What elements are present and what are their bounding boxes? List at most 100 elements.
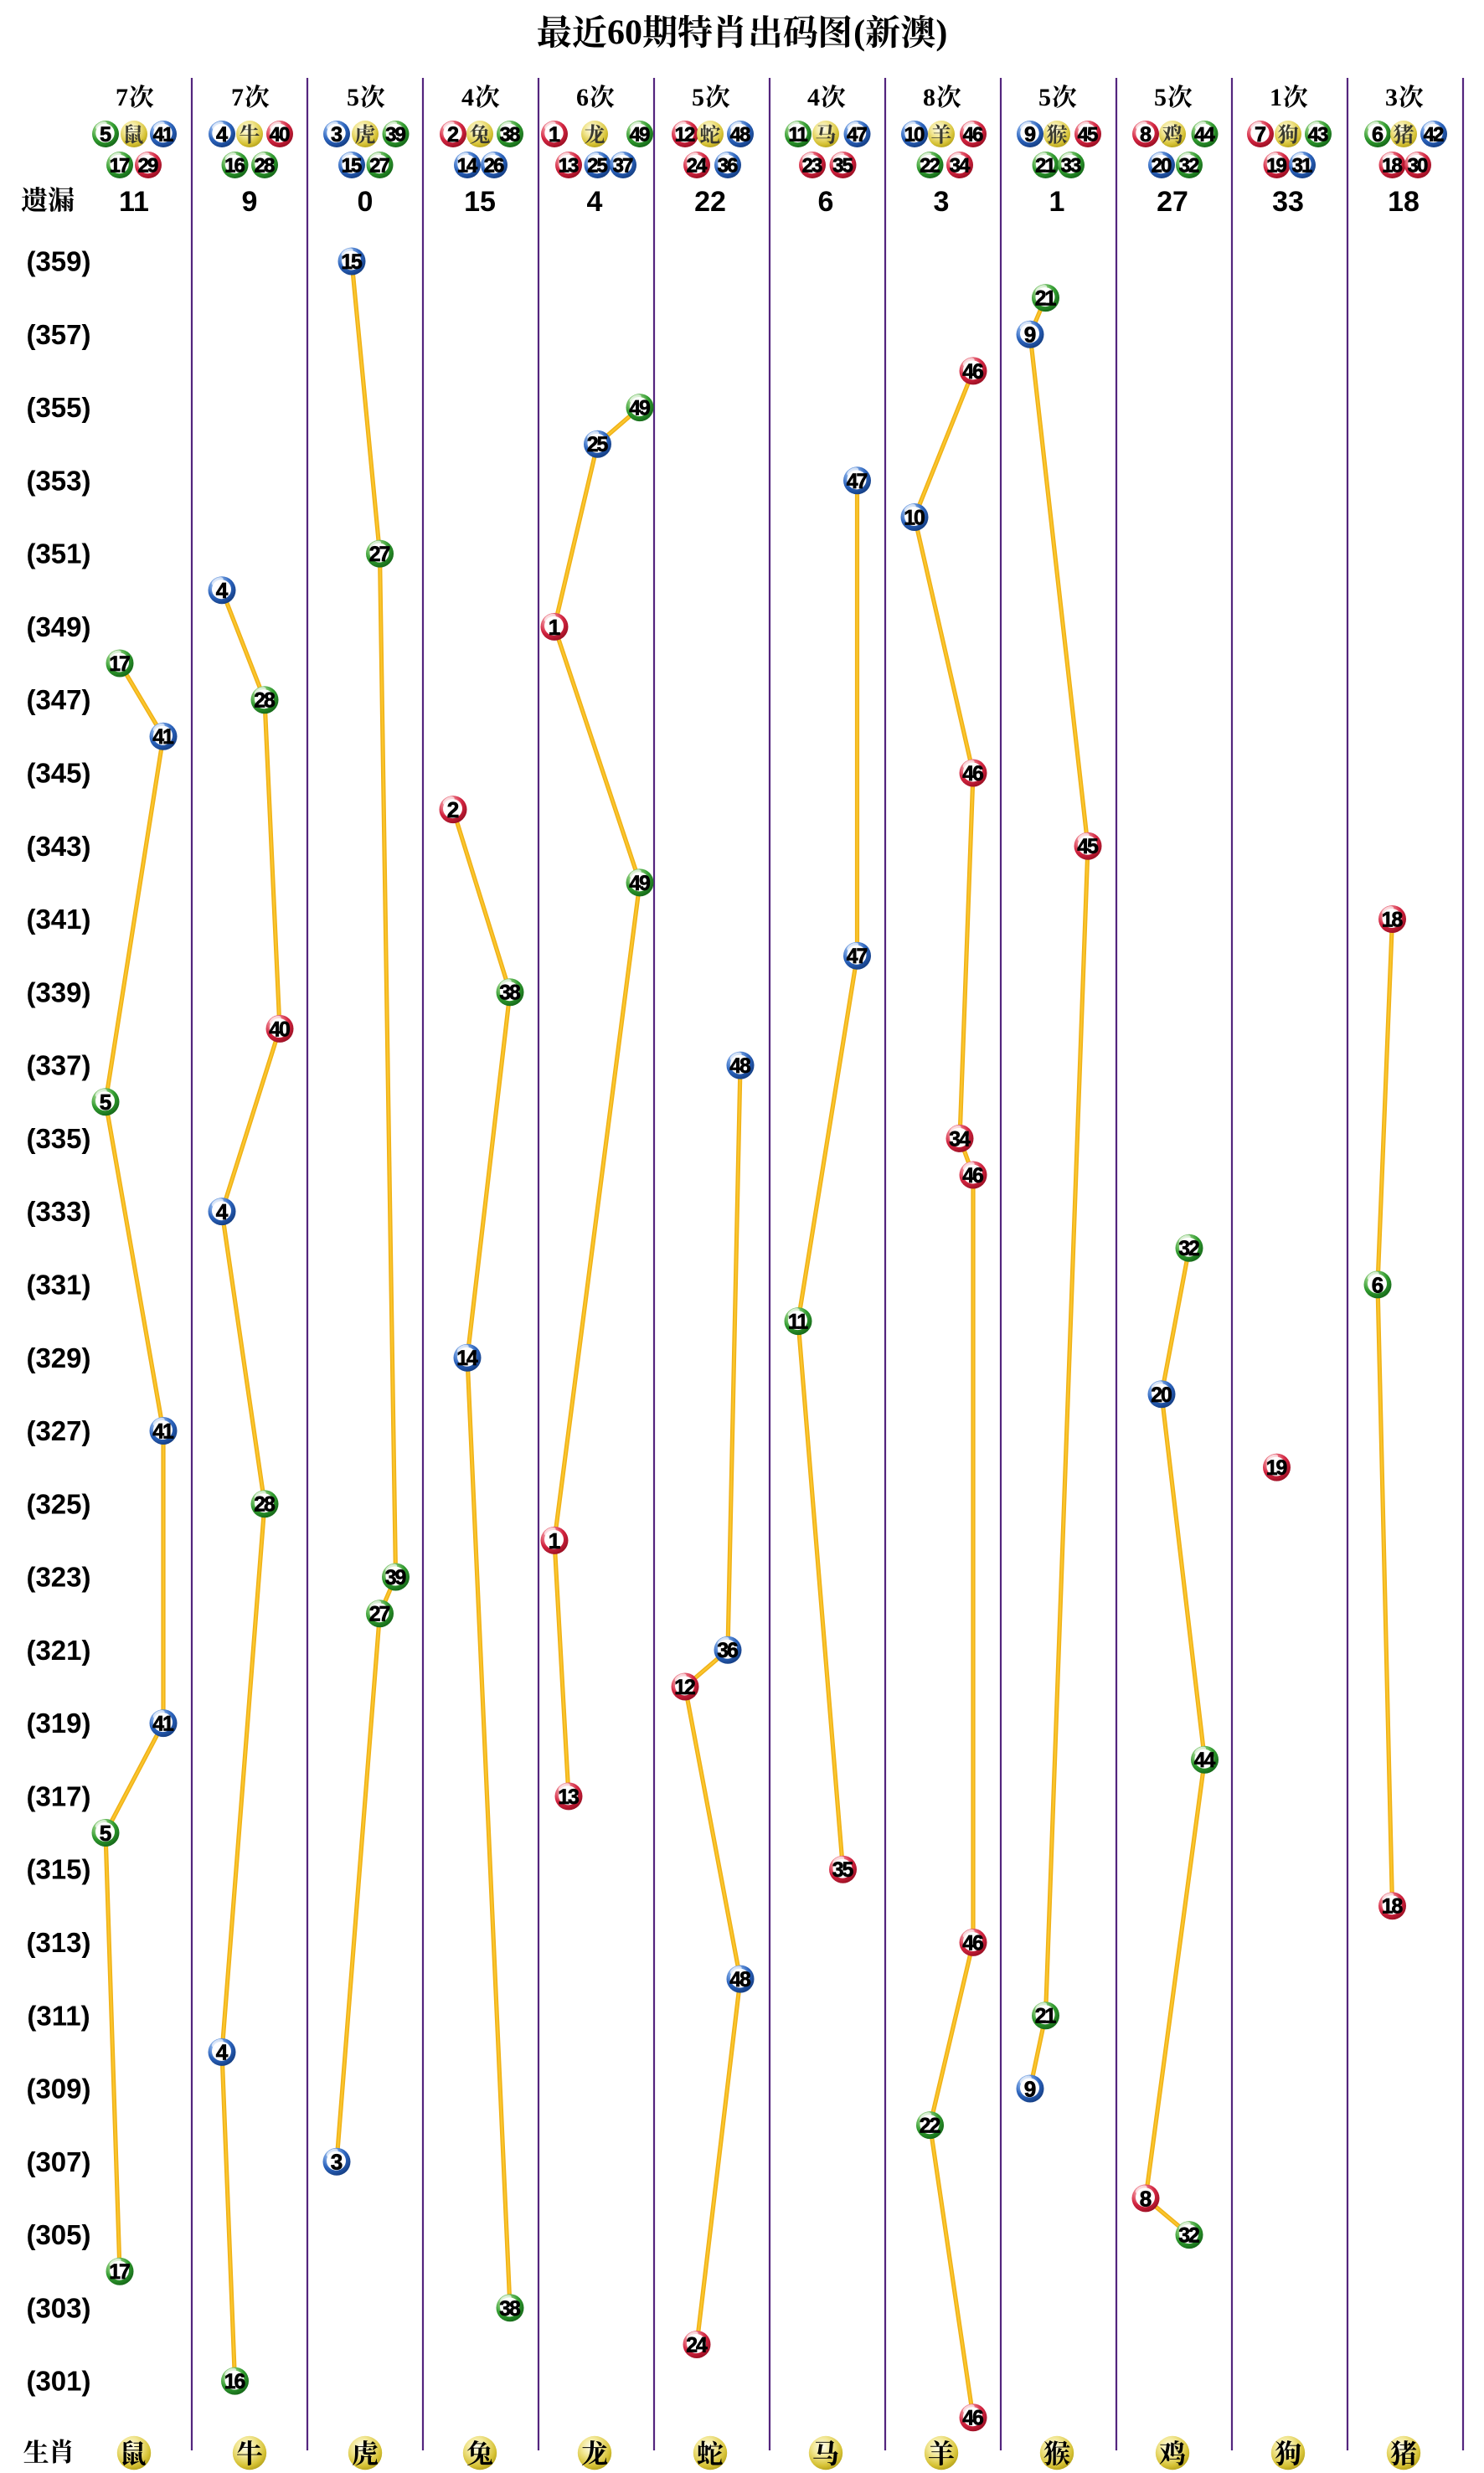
svg-text:39: 39 bbox=[385, 124, 405, 147]
svg-text:(309): (309) bbox=[26, 2074, 90, 2105]
svg-text:18: 18 bbox=[1382, 155, 1402, 178]
svg-text:(317): (317) bbox=[26, 1780, 90, 1811]
svg-text:0: 0 bbox=[358, 186, 374, 218]
svg-text:35: 35 bbox=[832, 155, 853, 178]
svg-text:(: ( bbox=[853, 14, 865, 53]
svg-text:(311): (311) bbox=[27, 2000, 90, 2031]
svg-text:(349): (349) bbox=[26, 611, 90, 642]
svg-text:2: 2 bbox=[447, 123, 459, 147]
svg-text:17: 17 bbox=[109, 2261, 130, 2284]
svg-text:4: 4 bbox=[216, 578, 229, 603]
svg-text:(343): (343) bbox=[26, 831, 90, 862]
svg-text:38: 38 bbox=[499, 982, 521, 1005]
svg-text:35: 35 bbox=[832, 1859, 854, 1882]
svg-text:18: 18 bbox=[1382, 1896, 1404, 1919]
svg-text:25: 25 bbox=[587, 434, 609, 456]
svg-text:18: 18 bbox=[1388, 186, 1420, 218]
svg-text:24: 24 bbox=[687, 155, 708, 178]
svg-text:34: 34 bbox=[949, 1128, 971, 1151]
svg-text:10: 10 bbox=[904, 124, 925, 147]
svg-text:(305): (305) bbox=[26, 2219, 90, 2250]
svg-text:11: 11 bbox=[788, 124, 807, 147]
svg-text:7: 7 bbox=[116, 84, 128, 111]
svg-text:5: 5 bbox=[1038, 84, 1051, 111]
svg-text:9: 9 bbox=[1024, 2076, 1037, 2101]
svg-text:44: 44 bbox=[1194, 124, 1215, 147]
svg-text:(339): (339) bbox=[26, 976, 90, 1007]
svg-text:6: 6 bbox=[818, 186, 834, 218]
svg-text:32: 32 bbox=[1178, 2225, 1199, 2248]
svg-text:4: 4 bbox=[216, 2040, 229, 2065]
svg-text:(341): (341) bbox=[26, 904, 90, 935]
svg-text:14: 14 bbox=[456, 1347, 478, 1370]
svg-text:48: 48 bbox=[729, 1055, 751, 1078]
svg-text:37: 37 bbox=[613, 155, 633, 178]
svg-text:4: 4 bbox=[807, 84, 820, 111]
svg-text:9: 9 bbox=[242, 186, 258, 218]
svg-text:4: 4 bbox=[461, 84, 474, 111]
svg-text:41: 41 bbox=[152, 1713, 174, 1736]
svg-text:8: 8 bbox=[1140, 2186, 1152, 2211]
svg-text:16: 16 bbox=[224, 2371, 245, 2393]
svg-text:1: 1 bbox=[549, 123, 560, 147]
svg-text:7: 7 bbox=[231, 84, 244, 111]
svg-text:4: 4 bbox=[216, 123, 228, 147]
svg-text:(315): (315) bbox=[26, 1854, 90, 1885]
svg-text:49: 49 bbox=[629, 873, 650, 895]
svg-text:6: 6 bbox=[1372, 123, 1384, 147]
svg-text:5: 5 bbox=[692, 84, 704, 111]
svg-text:3: 3 bbox=[331, 2150, 343, 2175]
svg-text:28: 28 bbox=[255, 155, 275, 178]
svg-text:6: 6 bbox=[576, 84, 589, 111]
svg-text:47: 47 bbox=[847, 124, 867, 147]
svg-text:33: 33 bbox=[1272, 186, 1304, 218]
svg-text:30: 30 bbox=[1408, 155, 1428, 178]
svg-text:39: 39 bbox=[385, 1567, 406, 1589]
svg-text:49: 49 bbox=[629, 398, 650, 420]
svg-text:15: 15 bbox=[464, 186, 496, 218]
svg-text:26: 26 bbox=[484, 155, 504, 178]
svg-text:44: 44 bbox=[1194, 1749, 1216, 1772]
svg-text:46: 46 bbox=[962, 1932, 983, 1955]
svg-text:20: 20 bbox=[1151, 1384, 1172, 1407]
svg-text:17: 17 bbox=[109, 653, 130, 676]
svg-text:45: 45 bbox=[1077, 836, 1099, 858]
svg-text:47: 47 bbox=[847, 471, 868, 493]
svg-text:(351): (351) bbox=[26, 538, 90, 569]
svg-text:(355): (355) bbox=[26, 392, 90, 423]
svg-text:12: 12 bbox=[674, 1677, 695, 1699]
svg-text:8: 8 bbox=[923, 84, 935, 111]
svg-text:7: 7 bbox=[1255, 123, 1266, 147]
svg-text:(301): (301) bbox=[26, 2366, 90, 2397]
svg-text:4: 4 bbox=[587, 186, 603, 218]
svg-text:9: 9 bbox=[1024, 322, 1037, 348]
svg-text:45: 45 bbox=[1078, 124, 1098, 147]
svg-text:1: 1 bbox=[1049, 186, 1065, 218]
svg-text:46: 46 bbox=[962, 1165, 983, 1188]
svg-text:31: 31 bbox=[1292, 155, 1312, 178]
svg-text:1: 1 bbox=[549, 1528, 561, 1553]
svg-text:18: 18 bbox=[1382, 909, 1404, 931]
svg-text:48: 48 bbox=[730, 124, 750, 147]
svg-text:(321): (321) bbox=[26, 1635, 90, 1666]
svg-text:36: 36 bbox=[717, 1640, 738, 1662]
svg-text:9: 9 bbox=[1024, 123, 1036, 147]
svg-text:(327): (327) bbox=[26, 1415, 90, 1446]
svg-text:(325): (325) bbox=[26, 1488, 90, 1519]
svg-text:1: 1 bbox=[1270, 84, 1282, 111]
svg-text:2: 2 bbox=[447, 797, 460, 822]
svg-text:13: 13 bbox=[558, 1786, 579, 1809]
svg-text:(313): (313) bbox=[26, 1927, 90, 1958]
svg-text:19: 19 bbox=[1266, 155, 1286, 178]
svg-text:21: 21 bbox=[1035, 155, 1055, 178]
svg-text:41: 41 bbox=[153, 124, 173, 147]
svg-text:11: 11 bbox=[788, 1311, 808, 1334]
svg-text:5: 5 bbox=[347, 84, 359, 111]
svg-text:27: 27 bbox=[369, 155, 389, 178]
svg-text:49: 49 bbox=[630, 124, 650, 147]
svg-text:36: 36 bbox=[718, 155, 738, 178]
svg-text:(303): (303) bbox=[26, 2292, 90, 2323]
svg-text:25: 25 bbox=[587, 155, 607, 178]
svg-text:47: 47 bbox=[847, 945, 868, 968]
svg-text:12: 12 bbox=[675, 124, 695, 147]
